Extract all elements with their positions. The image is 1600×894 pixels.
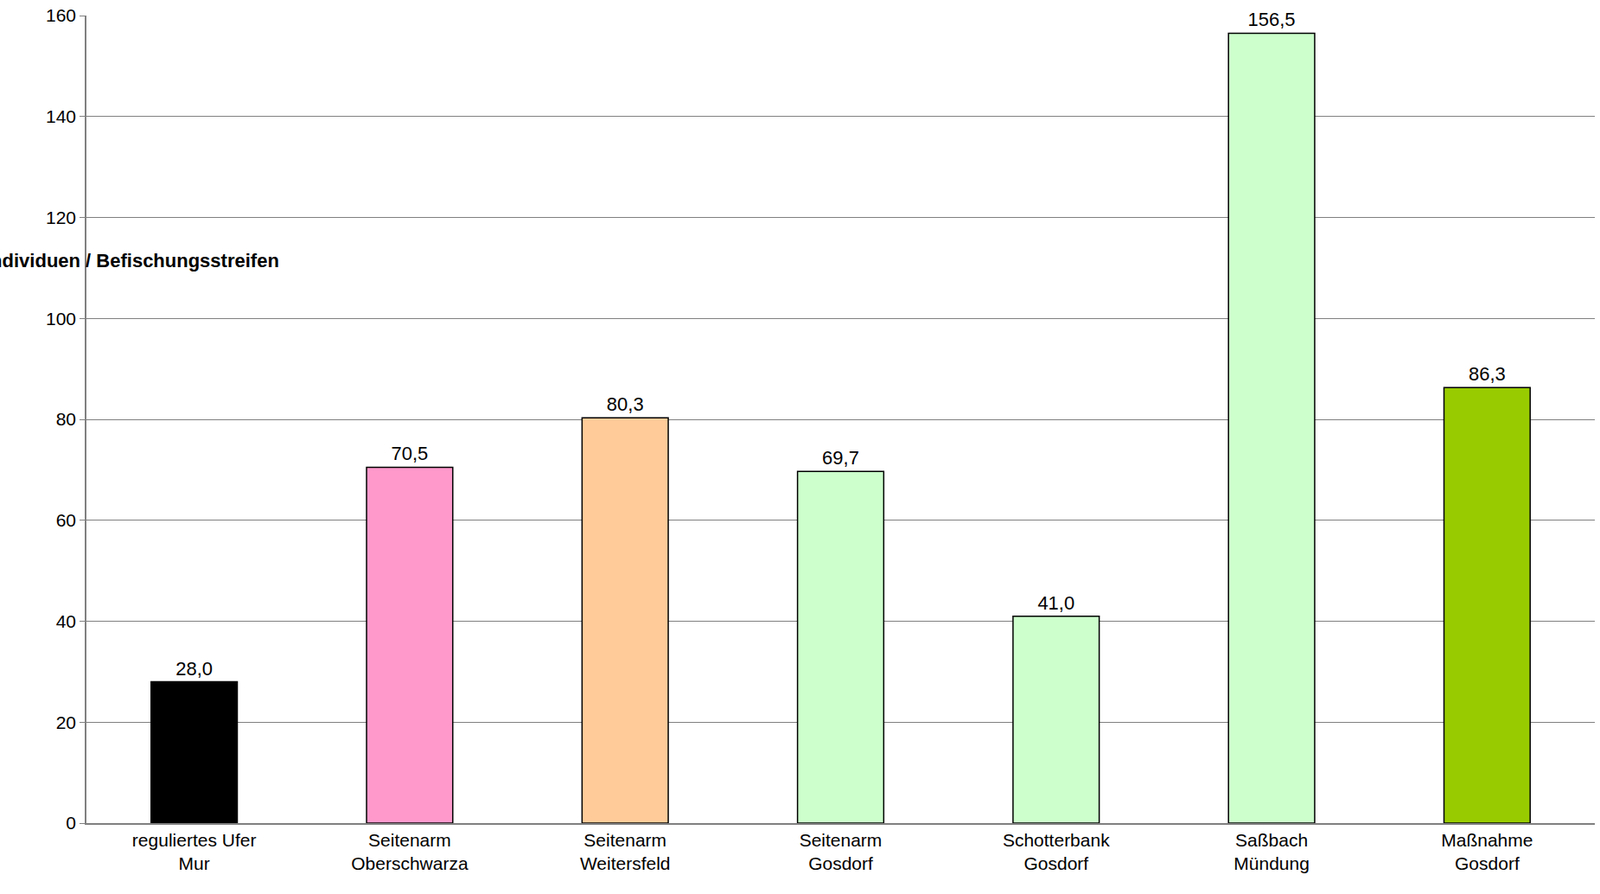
svg-text:70,5: 70,5 — [391, 442, 429, 465]
svg-text:60: 60 — [56, 509, 77, 530]
svg-text:SeitenarmWeitersfeld: SeitenarmWeitersfeld — [580, 829, 671, 874]
svg-text:MaßnahmeGosdorf: MaßnahmeGosdorf — [1440, 829, 1533, 874]
svg-text:40: 40 — [56, 611, 77, 632]
svg-text:SeitenarmOberschwarza: SeitenarmOberschwarza — [350, 829, 469, 874]
svg-text:160: 160 — [45, 5, 77, 26]
svg-text:SaßbachMündung: SaßbachMündung — [1233, 829, 1310, 874]
svg-text:SeitenarmGosdorf: SeitenarmGosdorf — [799, 829, 883, 874]
svg-text:80: 80 — [56, 408, 77, 429]
svg-text:SchotterbankGosdorf: SchotterbankGosdorf — [1002, 829, 1110, 874]
svg-text:100: 100 — [45, 308, 77, 329]
svg-text:reguliertes UferMur: reguliertes UferMur — [132, 829, 257, 874]
svg-text:80,3: 80,3 — [606, 393, 644, 415]
svg-text:69,7: 69,7 — [822, 446, 860, 469]
svg-text:140: 140 — [45, 106, 77, 127]
svg-text:Individuen / Befischungsstreif: Individuen / Befischungsstreifen — [0, 249, 280, 272]
svg-text:41,0: 41,0 — [1037, 592, 1075, 614]
svg-text:120: 120 — [45, 207, 77, 228]
svg-text:28,0: 28,0 — [175, 657, 213, 680]
svg-text:0: 0 — [65, 812, 77, 833]
svg-text:156,5: 156,5 — [1248, 8, 1296, 31]
svg-text:86,3: 86,3 — [1468, 363, 1506, 385]
svg-text:20: 20 — [56, 712, 77, 733]
